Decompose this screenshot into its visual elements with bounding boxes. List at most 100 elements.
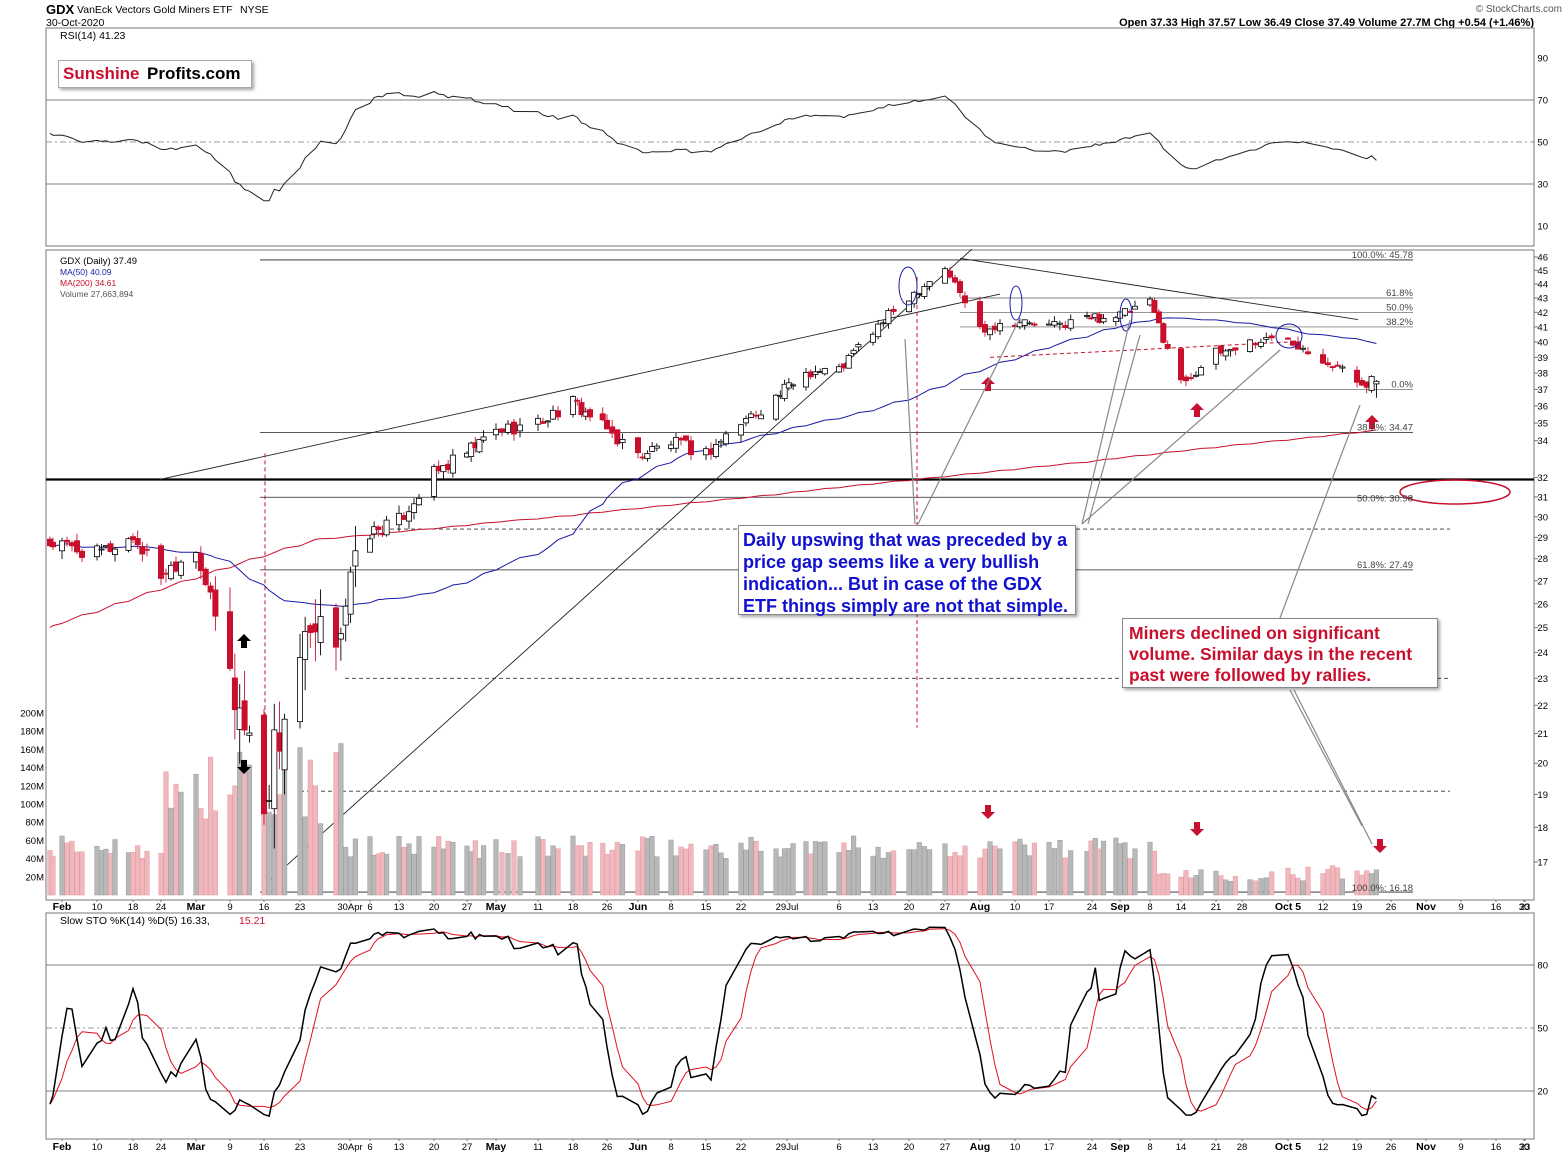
candle-up: [1122, 308, 1129, 316]
fib-level-label: 50.0%: 30.98: [1357, 493, 1413, 504]
volume-bar: [1068, 850, 1074, 896]
candle-up: [1067, 319, 1074, 329]
volume-tick-label: 80M: [26, 818, 45, 829]
sto-legend-d: 15.21: [239, 915, 265, 927]
volume-bar: [718, 852, 724, 896]
x-axis-label: 12: [1318, 902, 1329, 913]
volume-bar: [703, 849, 709, 896]
price-tick-label: 25: [1537, 623, 1548, 634]
candle-up: [125, 538, 132, 551]
volume-bar: [379, 852, 385, 896]
candle-up: [1056, 322, 1063, 325]
candle-up: [112, 548, 119, 555]
x-axis-label: 6: [836, 1142, 841, 1153]
candle-down: [231, 677, 238, 711]
price-tick-label: 17: [1537, 858, 1548, 869]
volume-bar: [600, 842, 606, 896]
x-axis-label: 26: [1386, 1142, 1397, 1153]
volume-bar: [481, 845, 487, 896]
price-tick-label: 23: [1537, 674, 1548, 685]
rising-resistance-line: [159, 293, 1001, 480]
volume-bar: [198, 808, 204, 896]
x-axis-label: Feb: [53, 901, 72, 913]
volume-bar: [916, 842, 922, 896]
x-axis-label: Nov: [1416, 1141, 1436, 1153]
volume-bar: [997, 848, 1003, 896]
candle-up: [906, 300, 913, 313]
volume-bar: [962, 845, 968, 896]
x-axis-label: Nov: [1416, 901, 1436, 913]
price-tick-label: 29: [1537, 533, 1548, 544]
volume-bar: [614, 842, 620, 896]
candle-down: [890, 308, 897, 312]
volume-bar: [927, 849, 933, 896]
volume-bar: [640, 836, 646, 896]
volume-bar: [168, 807, 174, 896]
volume-bar: [1062, 857, 1068, 896]
x-axis-label: 9: [1458, 902, 1463, 913]
volume-bar: [401, 846, 407, 896]
candle-up: [98, 548, 105, 551]
candle-up: [1021, 319, 1028, 326]
volume-bar: [803, 841, 809, 896]
x-axis-label: 10: [92, 1142, 103, 1153]
candle-up: [410, 503, 417, 513]
candle-down: [578, 402, 585, 416]
x-axis-label: 26: [602, 1142, 613, 1153]
candle-up: [468, 442, 475, 458]
candle-down: [1232, 347, 1239, 351]
volume-bar: [773, 848, 779, 896]
volume-bar: [1305, 866, 1311, 896]
candle-up: [281, 718, 288, 771]
candle-down: [157, 545, 164, 579]
volume-bar: [1012, 841, 1018, 896]
volume-bar: [1285, 867, 1291, 896]
volume-bar: [396, 836, 402, 896]
volume-bar: [808, 853, 814, 896]
volume-bar: [343, 846, 349, 896]
fib-level-label: 100.0%: 16.18: [1352, 883, 1413, 894]
volume-bar: [1320, 873, 1326, 896]
volume-bar: [445, 840, 451, 896]
volume-bar: [786, 848, 792, 896]
volume-bar: [50, 855, 56, 896]
x-axis-label: 30Apr: [337, 902, 362, 913]
volume-bar: [476, 858, 482, 896]
volume-bar: [1300, 880, 1306, 896]
volume-bar: [545, 855, 551, 896]
volume-bar: [1127, 858, 1133, 896]
fib-level-label: 61.8%: 27.49: [1357, 560, 1413, 571]
price-tick-label: 45: [1537, 266, 1548, 277]
x-axis-label: 8: [668, 1142, 673, 1153]
volume-bar: [822, 841, 828, 896]
volume-bar: [411, 853, 417, 896]
volume-bar: [493, 839, 499, 896]
price-tick-label: 31: [1537, 492, 1548, 503]
price-panel-frame: [45, 249, 1535, 901]
highlight-ellipse: [1009, 285, 1023, 321]
volume-bar: [841, 842, 847, 896]
candle-up: [266, 800, 273, 802]
volume-bar: [318, 823, 324, 896]
volume-bar: [163, 771, 169, 896]
rsi-legend: RSI(14) 41.23: [60, 30, 126, 42]
x-axis-label: 6: [367, 902, 372, 913]
volume-bar: [1100, 840, 1107, 896]
price-tick-label: 38: [1537, 369, 1548, 380]
x-axis-label: Feb: [53, 1141, 72, 1153]
volume-bar: [266, 811, 272, 896]
volume-bar: [144, 850, 150, 896]
volume-bar: [1213, 870, 1219, 896]
candle-up: [703, 448, 710, 456]
red-up-arrow: [981, 377, 995, 391]
candle-down: [207, 585, 214, 593]
ma200-line: [49, 429, 1377, 629]
volume-bar: [517, 856, 523, 896]
candle-up: [550, 409, 557, 420]
candle-up: [916, 293, 923, 295]
x-axis-label: 30: [1519, 1142, 1530, 1153]
candle-down: [107, 543, 114, 552]
candle-up: [649, 446, 656, 452]
candle-up: [773, 394, 780, 420]
